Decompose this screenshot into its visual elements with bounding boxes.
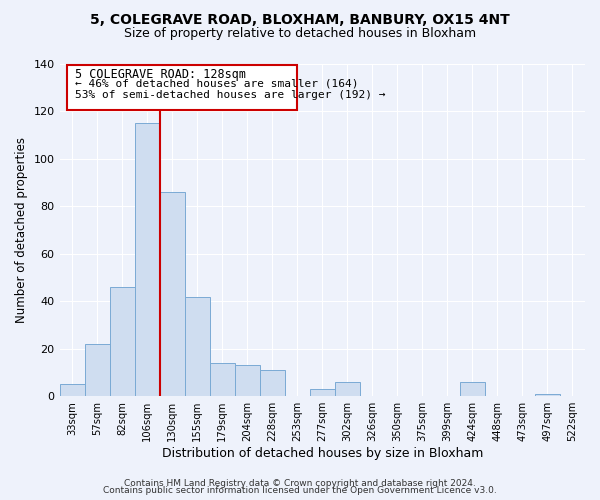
Text: Contains public sector information licensed under the Open Government Licence v3: Contains public sector information licen… bbox=[103, 486, 497, 495]
Text: 5 COLEGRAVE ROAD: 128sqm: 5 COLEGRAVE ROAD: 128sqm bbox=[74, 68, 245, 80]
Bar bbox=[85, 344, 110, 396]
Bar bbox=[59, 384, 85, 396]
Text: Size of property relative to detached houses in Bloxham: Size of property relative to detached ho… bbox=[124, 28, 476, 40]
Bar bbox=[134, 124, 160, 396]
Bar bbox=[185, 296, 209, 396]
Bar bbox=[460, 382, 485, 396]
FancyBboxPatch shape bbox=[67, 65, 297, 110]
Y-axis label: Number of detached properties: Number of detached properties bbox=[15, 137, 28, 323]
Text: 53% of semi-detached houses are larger (192) →: 53% of semi-detached houses are larger (… bbox=[74, 90, 385, 100]
Text: 5, COLEGRAVE ROAD, BLOXHAM, BANBURY, OX15 4NT: 5, COLEGRAVE ROAD, BLOXHAM, BANBURY, OX1… bbox=[90, 12, 510, 26]
Bar bbox=[235, 366, 260, 396]
Bar bbox=[160, 192, 185, 396]
Bar bbox=[209, 363, 235, 396]
Text: Contains HM Land Registry data © Crown copyright and database right 2024.: Contains HM Land Registry data © Crown c… bbox=[124, 478, 476, 488]
Bar bbox=[310, 389, 335, 396]
Bar bbox=[335, 382, 360, 396]
Bar bbox=[260, 370, 285, 396]
Text: ← 46% of detached houses are smaller (164): ← 46% of detached houses are smaller (16… bbox=[74, 78, 358, 88]
X-axis label: Distribution of detached houses by size in Bloxham: Distribution of detached houses by size … bbox=[161, 447, 483, 460]
Bar bbox=[110, 287, 134, 396]
Bar bbox=[535, 394, 560, 396]
